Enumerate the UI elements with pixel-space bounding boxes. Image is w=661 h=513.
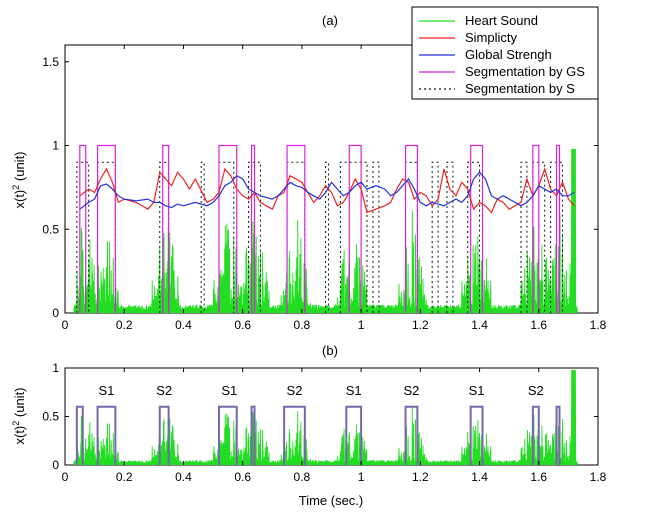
x-tick-label: 1.4 xyxy=(471,318,488,332)
legend: Heart Sound Simplicty Global Strengh Seg… xyxy=(411,6,599,100)
segmentation-gs-window xyxy=(162,144,170,313)
segmentation-s-window xyxy=(339,161,368,313)
segment-window xyxy=(555,405,561,465)
panel-b-annotations: S1 S2 S1 S2 S1 S2 S1 S2 xyxy=(99,383,544,398)
segmentation-s-window xyxy=(467,161,481,313)
legend-box xyxy=(411,6,599,100)
legend-label-global-strength: Global Strengh xyxy=(465,47,552,62)
segment-annotation: S2 xyxy=(528,383,544,398)
panel-b-heart-sound-series xyxy=(73,369,578,466)
panel-b-y-axis-label: x(t)2 (unit) xyxy=(11,387,27,444)
panel-a-x-ticks: 0 0.2 0.4 0.6 0.8 1 1.2 1.4 1.6 1.8 xyxy=(62,45,607,332)
heart-sound-trace xyxy=(73,148,578,314)
panel-a-heart-sound-series xyxy=(73,148,578,314)
x-tick-label: 1 xyxy=(358,318,365,332)
panel-b-segment-windows xyxy=(75,405,561,465)
x-tick-label: 0 xyxy=(62,470,69,484)
segmentation-s-window xyxy=(325,161,330,313)
panel-a-y-ticks: 0 0.5 1 1.5 xyxy=(42,55,598,320)
x-tick-label: 0 xyxy=(62,318,69,332)
segmentation-s-window xyxy=(520,161,528,313)
segmentation-gs-window xyxy=(532,144,540,313)
panel-a-segmentation-gs-series xyxy=(79,144,561,313)
panel-b-plot: S1 S2 S1 S2 S1 S2 S1 S2 0 0.2 0.4 0.6 0.8 1 1.2 1.4 1.6… xyxy=(42,361,606,484)
legend-label-simplicity: Simplicty xyxy=(465,30,518,45)
x-tick-label: 0.6 xyxy=(234,470,251,484)
segmentation-gs-window xyxy=(286,144,306,313)
panel-b-y-ticks: 00.51 xyxy=(42,361,598,472)
legend-label-segmentation-gs: Segmentation by GS xyxy=(465,64,585,79)
y-tick-label: 1 xyxy=(52,139,59,153)
segment-annotation: S1 xyxy=(346,383,362,398)
segment-annotation: S1 xyxy=(221,383,237,398)
y-tick-label: 0 xyxy=(52,458,59,472)
x-tick-label: 1 xyxy=(358,470,365,484)
segmentation-gs-window xyxy=(470,144,484,313)
x-tick-label: 1.6 xyxy=(530,470,547,484)
panel-a-title: (a) xyxy=(322,13,338,28)
segment-window xyxy=(217,405,238,465)
segment-annotation: S2 xyxy=(403,383,419,398)
x-tick-label: 0.2 xyxy=(116,470,133,484)
x-tick-label: 0.8 xyxy=(294,318,311,332)
panel-b-x-axis-label: Time (sec.) xyxy=(299,493,364,508)
legend-label-heart-sound: Heart Sound xyxy=(465,13,538,28)
x-tick-label: 1.2 xyxy=(412,470,429,484)
y-tick-label: 1 xyxy=(52,361,59,375)
x-tick-label: 0.8 xyxy=(294,470,311,484)
panel-b-title: (b) xyxy=(322,343,338,358)
heart-sound-trace xyxy=(73,369,578,466)
segmentation-s-window xyxy=(200,161,205,313)
x-tick-label: 1.4 xyxy=(471,470,488,484)
segment-window xyxy=(469,405,484,465)
panel-a-y-axis-label: x(t)2 (unit) xyxy=(11,151,27,208)
segmentation-gs-window xyxy=(79,144,87,313)
segment-window xyxy=(404,405,419,465)
segmentation-gs-window xyxy=(218,144,238,313)
segmentation-s-window xyxy=(76,161,90,313)
segmentation-gs-window xyxy=(96,144,116,313)
panel-b-axes-box xyxy=(64,367,599,466)
segment-window xyxy=(345,405,363,465)
y-tick-label: 1.5 xyxy=(42,55,59,69)
segment-window xyxy=(250,405,256,465)
x-tick-label: 1.2 xyxy=(412,318,429,332)
segmentation-s-window xyxy=(372,161,380,313)
segment-annotation: S1 xyxy=(99,383,115,398)
segment-annotation: S1 xyxy=(469,383,485,398)
legend-label-segmentation-s: Segmentation by S xyxy=(465,81,575,96)
segment-window xyxy=(531,405,540,465)
y-tick-label: 0 xyxy=(52,306,59,320)
segment-window xyxy=(75,405,84,465)
x-tick-label: 0.2 xyxy=(116,318,133,332)
y-tick-label: 0.5 xyxy=(42,410,59,424)
x-tick-label: 1.8 xyxy=(590,318,607,332)
segmentation-gs-window xyxy=(348,144,362,313)
panel-a-global-strength-line xyxy=(79,171,575,210)
y-tick-label: 0.5 xyxy=(42,222,59,236)
x-tick-label: 1.8 xyxy=(590,470,607,484)
segment-window xyxy=(158,405,170,465)
segment-window xyxy=(96,405,117,465)
segmentation-s-window xyxy=(431,161,439,313)
segmentation-gs-window xyxy=(404,144,418,313)
segment-annotation: S2 xyxy=(287,383,303,398)
x-tick-label: 0.4 xyxy=(175,318,192,332)
segmentation-gs-window xyxy=(250,144,256,313)
x-tick-label: 1.6 xyxy=(530,318,547,332)
segmentation-s-window xyxy=(446,161,454,313)
segment-window xyxy=(283,405,306,465)
x-tick-label: 0.4 xyxy=(175,470,192,484)
segmentation-gs-window xyxy=(555,144,561,313)
x-tick-label: 0.6 xyxy=(234,318,251,332)
segment-annotation: S2 xyxy=(156,383,172,398)
panel-b-x-ticks: 0 0.2 0.4 0.6 0.8 1 1.2 1.4 1.6 1.8 xyxy=(62,368,607,484)
